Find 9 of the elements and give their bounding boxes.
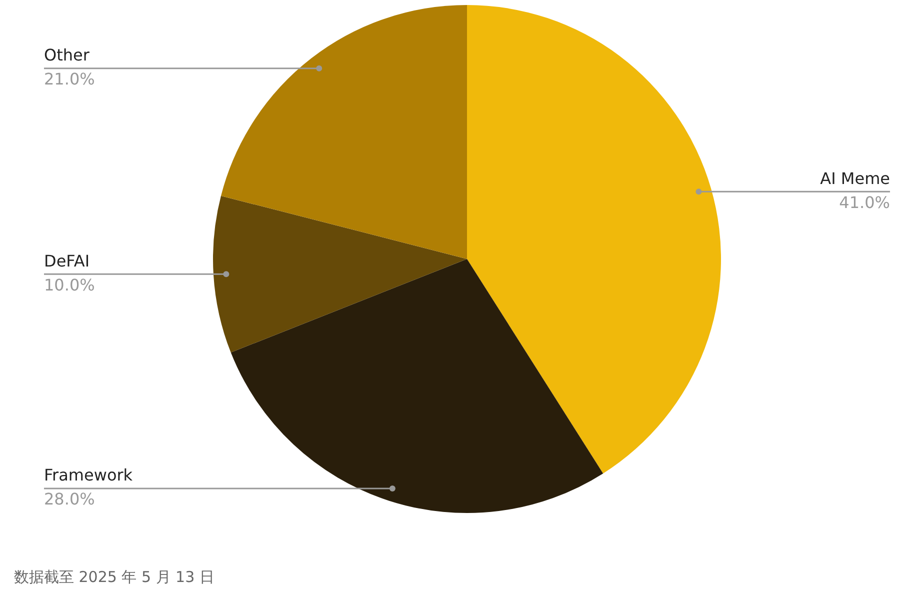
data-label: 41.0% bbox=[839, 192, 890, 212]
data-label: 21.0% bbox=[44, 69, 95, 88]
slice-label: Other bbox=[44, 45, 90, 64]
slice-label: Framework bbox=[44, 466, 134, 485]
data-label: 28.0% bbox=[44, 490, 95, 509]
slice-label: AI Meme bbox=[820, 168, 890, 188]
text: 数据截至 2025 年 5 月 13 日 bbox=[14, 568, 214, 587]
data-label: 10.0% bbox=[44, 275, 95, 294]
slice-label: DeFAI bbox=[44, 251, 90, 270]
